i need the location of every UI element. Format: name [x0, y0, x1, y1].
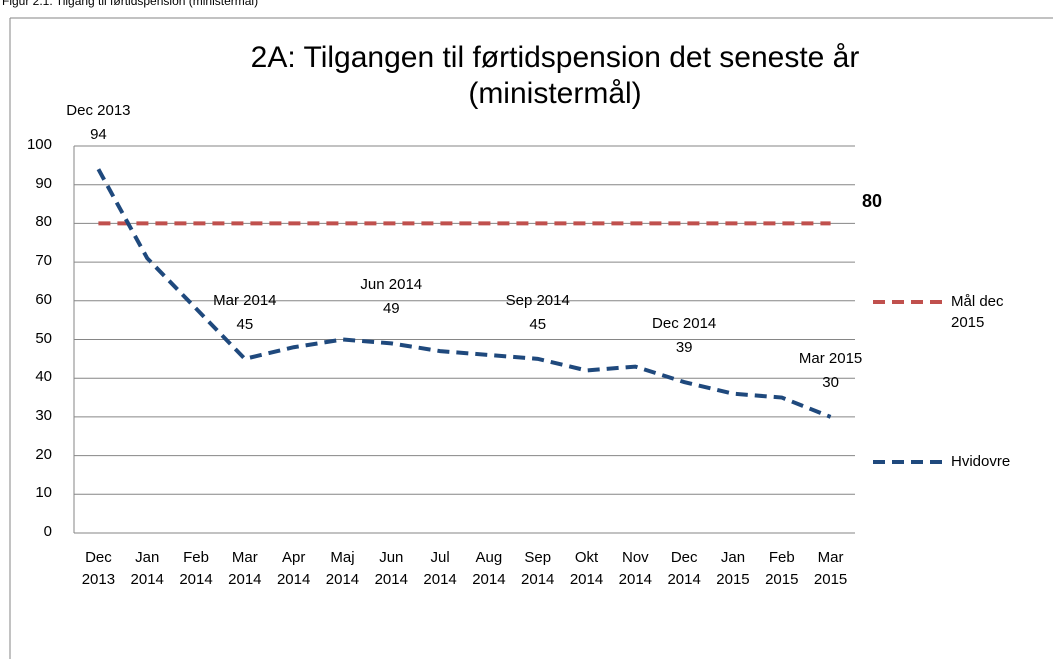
- data-label: 49: [382, 300, 400, 318]
- x-tick-label: Jan 2015: [716, 549, 750, 588]
- y-tick-label: 20: [35, 445, 52, 463]
- y-tick-label: 50: [35, 329, 52, 347]
- x-tick-label: Jul 2014: [423, 549, 457, 588]
- x-tick-label: Feb 2015: [765, 549, 799, 588]
- x-tick-label: Apr 2014: [276, 549, 311, 588]
- legend-label: Mål dec 2015: [951, 293, 1004, 331]
- x-tick-label: Feb 2014: [179, 549, 213, 588]
- y-tick-label: 60: [35, 290, 52, 308]
- y-tick-label: 80: [35, 213, 52, 231]
- data-label-category: Dec 2013: [66, 102, 131, 120]
- data-label: 80: [862, 191, 883, 212]
- y-tick-label: 70: [35, 252, 52, 270]
- x-tick-label: Aug 2014: [472, 549, 506, 588]
- y-tick-label: 100: [26, 136, 52, 153]
- data-label-category: Dec 2014: [652, 315, 717, 333]
- data-label: 30: [822, 373, 839, 391]
- y-tick-label: 40: [35, 368, 52, 386]
- y-tick-label: 0: [43, 523, 52, 540]
- data-label: 39: [675, 339, 693, 357]
- x-tick-label: Dec 2014: [667, 549, 701, 588]
- data-label: 45: [236, 315, 254, 333]
- data-label-category: Mar 2015: [798, 349, 863, 367]
- chart-title: 2A: Tilgangen til førtidspension det sen…: [250, 41, 860, 110]
- x-tick-label: Sep 2014: [521, 549, 555, 588]
- data-label: 45: [529, 315, 547, 333]
- x-tick-label: Mar 2014: [228, 549, 262, 588]
- data-label-category: Mar 2014: [213, 291, 277, 309]
- x-tick-label: Okt 2014: [569, 549, 604, 588]
- x-tick-label: Jun 2014: [374, 549, 408, 588]
- data-label: 94: [90, 126, 107, 144]
- x-tick-label: Nov 2014: [618, 549, 653, 588]
- y-tick-label: 10: [35, 484, 52, 502]
- x-tick-label: Jan 2014: [130, 549, 164, 588]
- data-line: [96, 168, 832, 419]
- legend-label: Hvidovre: [951, 453, 1011, 470]
- data-label-category: Sep 2014: [505, 291, 570, 309]
- data-label-category: Jun 2014: [360, 276, 423, 294]
- y-tick-label: 90: [35, 174, 52, 192]
- y-tick-label: 30: [35, 406, 52, 424]
- figure-caption: Figur 2.1: Tilgang til førtidspension (m…: [2, 0, 259, 8]
- x-tick-label: Mar 2015: [813, 549, 848, 588]
- x-tick-label: Maj 2014: [325, 549, 360, 588]
- x-tick-label: Dec 2013: [81, 549, 116, 588]
